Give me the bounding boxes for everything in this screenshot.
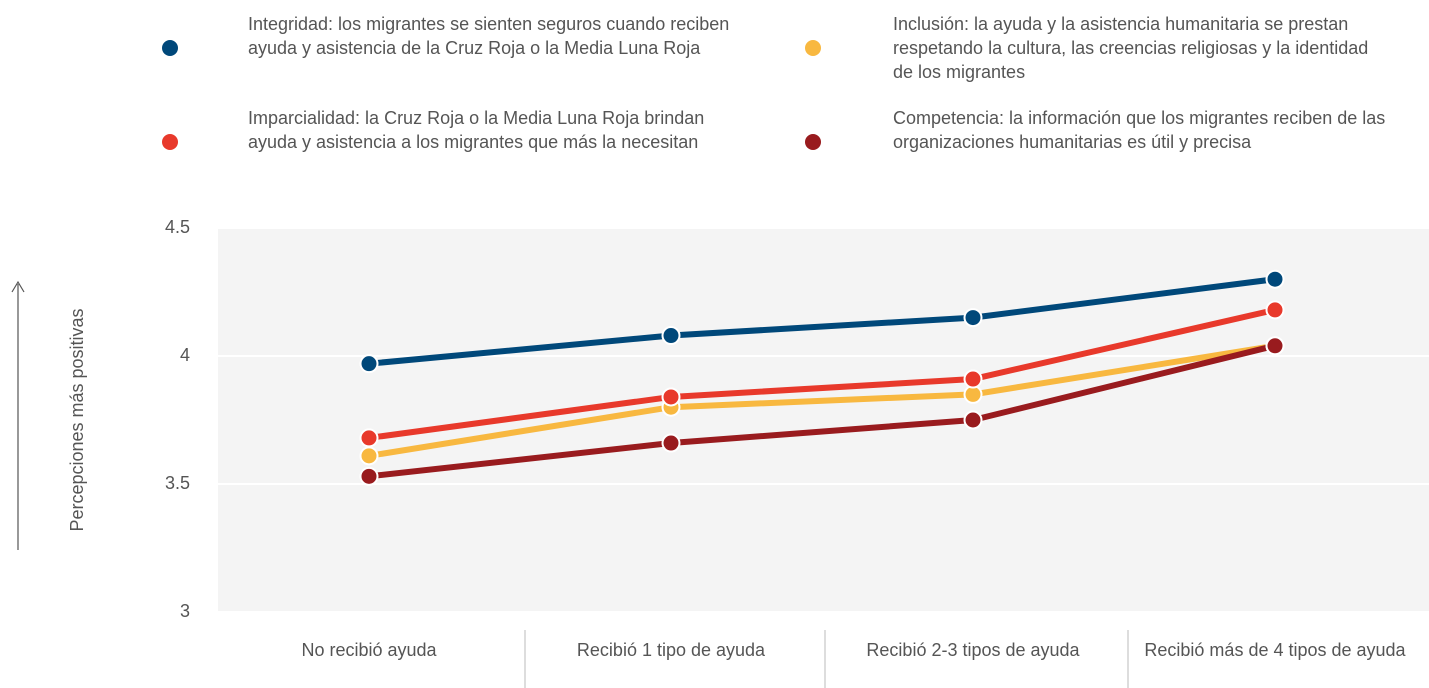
x-tick-label: Recibió más de 4 tipos de ayuda [1144, 640, 1406, 660]
legend-marker [162, 40, 178, 56]
point [1265, 269, 1285, 289]
x-tick-label: Recibió 1 tipo de ayuda [576, 640, 766, 660]
point [1265, 336, 1285, 356]
point [359, 354, 379, 374]
point [359, 466, 379, 486]
point [661, 387, 681, 407]
y-tick-label: 3 [180, 601, 190, 621]
legend-label: Competencia: la información que los migr… [893, 108, 1386, 152]
point [963, 369, 983, 389]
y-tick-label: 4 [180, 345, 190, 365]
y-axis-title: Percepciones más positivas [67, 308, 87, 531]
legend-marker [805, 40, 821, 56]
y-tick-label: 3.5 [165, 473, 190, 493]
series-line [368, 276, 1276, 367]
y-tick-label: 4.5 [165, 217, 190, 237]
legend-label: Imparcialidad: la Cruz Roja o la Media L… [248, 108, 705, 152]
point [359, 446, 379, 466]
legend-marker [805, 134, 821, 150]
point [963, 308, 983, 328]
series-line [368, 342, 1276, 480]
legend-label: Inclusión: la ayuda y la asistencia huma… [893, 14, 1369, 82]
x-tick-label: No recibió ayuda [301, 640, 437, 660]
series-line [368, 306, 1276, 441]
series-line [368, 342, 1276, 459]
axis-arrow-head [11, 280, 25, 293]
point [661, 433, 681, 453]
point [661, 326, 681, 346]
x-tick-label: Recibió 2-3 tipos de ayuda [866, 640, 1080, 660]
point [359, 428, 379, 448]
point [963, 410, 983, 430]
plot-background [218, 228, 1429, 612]
legend-label: Integridad: los migrantes se sienten seg… [248, 14, 730, 58]
point [1265, 300, 1285, 320]
legend-marker [162, 134, 178, 150]
